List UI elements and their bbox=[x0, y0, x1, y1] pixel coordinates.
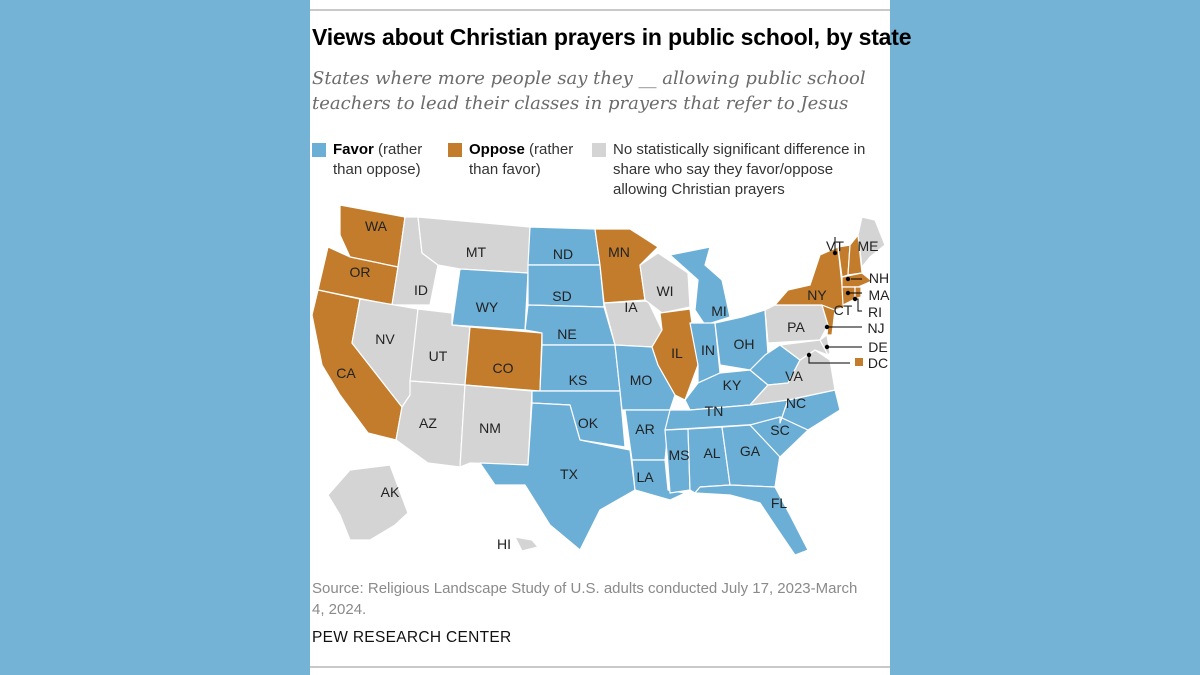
state-MA[interactable] bbox=[841, 272, 873, 288]
state-MS[interactable] bbox=[664, 428, 691, 494]
label-AK: AK bbox=[381, 484, 400, 500]
label-GA: GA bbox=[740, 443, 761, 459]
label-MO: MO bbox=[630, 372, 653, 388]
state-FL[interactable] bbox=[694, 484, 809, 556]
label-WY: WY bbox=[476, 299, 499, 315]
legend-item-no-difference: No statistically significant difference … bbox=[592, 140, 887, 200]
label-IL: IL bbox=[671, 345, 683, 361]
label-KS: KS bbox=[569, 372, 588, 388]
label-AL: AL bbox=[703, 445, 720, 461]
us-map: WA OR CA ID NV MT WY UT CO AZ NM ND SD N… bbox=[311, 204, 890, 556]
label-IN: IN bbox=[701, 342, 715, 358]
top-divider bbox=[310, 9, 890, 11]
label-NH: NH bbox=[869, 270, 889, 286]
label-FL: FL bbox=[771, 495, 788, 511]
source-note: Source: Religious Landscape Study of U.S… bbox=[312, 580, 858, 618]
label-OH: OH bbox=[734, 336, 755, 352]
legend-item-favor: Favor (rather than oppose) bbox=[312, 140, 437, 180]
label-IA: IA bbox=[624, 299, 638, 315]
label-NM: NM bbox=[479, 420, 501, 436]
no-difference-swatch bbox=[592, 143, 606, 157]
label-MN: MN bbox=[608, 244, 630, 260]
label-DE: DE bbox=[868, 339, 887, 355]
dc-swatch bbox=[855, 358, 863, 366]
favor-swatch bbox=[312, 143, 326, 157]
label-UT: UT bbox=[429, 348, 448, 364]
label-PA: PA bbox=[787, 319, 805, 335]
legend-favor-desc: (rather than oppose) bbox=[333, 141, 423, 178]
legend-no-difference-label: No statistically significant difference … bbox=[613, 141, 866, 198]
label-MI: MI bbox=[711, 303, 727, 319]
legend-oppose-desc: (rather than favor) bbox=[469, 141, 574, 178]
label-CA: CA bbox=[336, 365, 356, 381]
label-OK: OK bbox=[578, 415, 599, 431]
legend-oppose-label: Oppose bbox=[469, 141, 525, 158]
label-DC: DC bbox=[868, 355, 888, 371]
label-LA: LA bbox=[636, 469, 654, 485]
label-ID: ID bbox=[414, 282, 428, 298]
label-VA: VA bbox=[785, 368, 803, 384]
label-MT: MT bbox=[466, 244, 487, 260]
chart-card: Views about Christian prayers in public … bbox=[310, 0, 912, 675]
state-DE[interactable] bbox=[819, 334, 831, 356]
label-TN: TN bbox=[705, 403, 724, 419]
label-ME: ME bbox=[858, 238, 879, 254]
label-MA: MA bbox=[869, 287, 891, 303]
leader-dots bbox=[806, 250, 858, 358]
oppose-swatch bbox=[448, 143, 462, 157]
label-NC: NC bbox=[786, 395, 806, 411]
bottom-divider bbox=[310, 666, 890, 668]
label-RI: RI bbox=[868, 304, 882, 320]
label-WA: WA bbox=[365, 218, 388, 234]
state-MI[interactable] bbox=[669, 246, 731, 326]
leader-lines bbox=[808, 237, 862, 364]
label-NV: NV bbox=[375, 331, 395, 347]
label-WI: WI bbox=[656, 283, 673, 299]
state-VA[interactable] bbox=[749, 349, 836, 406]
state-MD[interactable] bbox=[779, 339, 829, 361]
state-ME[interactable] bbox=[857, 216, 886, 268]
state-CO[interactable] bbox=[464, 326, 543, 392]
state-LA[interactable] bbox=[631, 459, 686, 501]
label-AR: AR bbox=[635, 421, 654, 437]
label-SC: SC bbox=[770, 422, 789, 438]
label-NJ: NJ bbox=[867, 320, 884, 336]
chart-title: Views about Christian prayers in public … bbox=[312, 24, 912, 50]
legend-item-oppose: Oppose (rather than favor) bbox=[448, 140, 583, 180]
label-OR: OR bbox=[350, 264, 371, 280]
state-labels: WA OR CA ID NV MT WY UT CO AZ NM ND SD N… bbox=[336, 218, 890, 552]
state-TX[interactable] bbox=[479, 402, 636, 551]
label-NY: NY bbox=[807, 287, 827, 303]
label-KY: KY bbox=[723, 377, 742, 393]
chart-subtitle: States where more people say they __ all… bbox=[312, 68, 866, 114]
label-NE: NE bbox=[557, 326, 576, 342]
label-CO: CO bbox=[493, 360, 514, 376]
label-SD: SD bbox=[552, 288, 571, 304]
label-MS: MS bbox=[669, 447, 690, 463]
label-CT: CT bbox=[834, 302, 853, 318]
state-HI[interactable] bbox=[514, 536, 539, 552]
pew-research-center-brand: PEW RESEARCH CENTER bbox=[312, 629, 512, 646]
legend-favor-label: Favor bbox=[333, 141, 374, 158]
state-WI[interactable] bbox=[639, 252, 691, 314]
label-TX: TX bbox=[560, 466, 579, 482]
state-AK[interactable] bbox=[327, 464, 409, 541]
label-ND: ND bbox=[553, 246, 573, 262]
label-AZ: AZ bbox=[419, 415, 437, 431]
label-VT: VT bbox=[826, 238, 844, 254]
label-HI: HI bbox=[497, 536, 511, 552]
